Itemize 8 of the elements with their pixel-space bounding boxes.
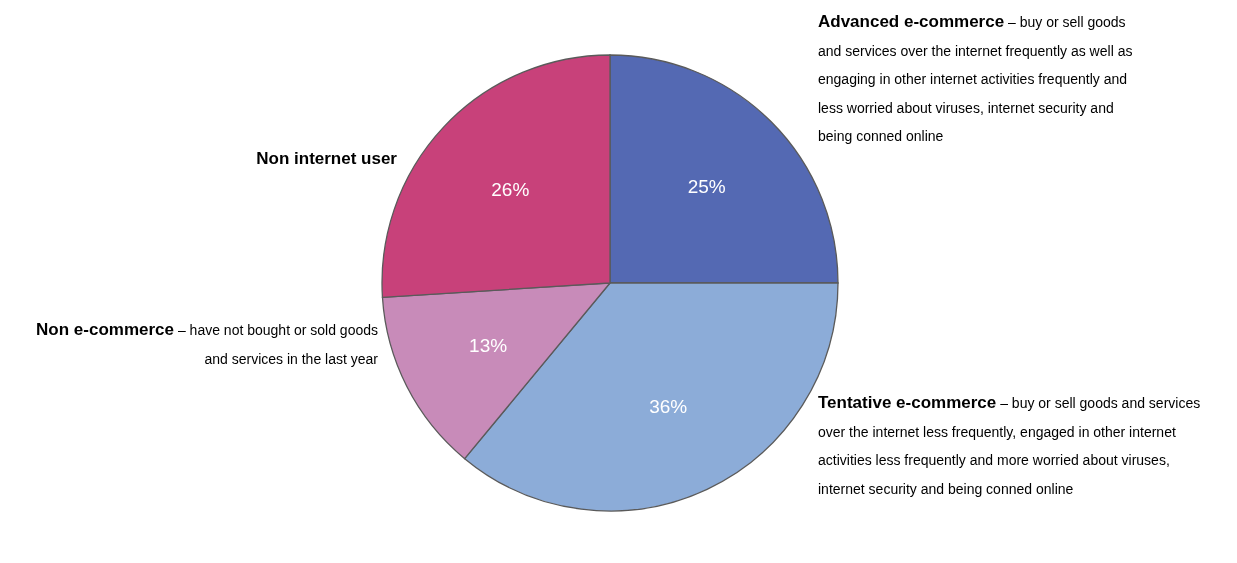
data-label: 13% [469, 334, 508, 356]
data-label: 25% [687, 175, 726, 197]
category-label: Advanced e-commerce – buy or sell goods and services over the internet frequently as well as engaging in other internet activities frequently and less worried about viruses, internet security and being conned online [818, 12, 1133, 144]
slice-label: Non internet user [256, 149, 398, 168]
data-label: 26% [491, 178, 530, 200]
category-label: Tentative e-commerce – buy or sell goods and services over the internet less frequently, engaged in other internet activities less frequently and more worried about viruses, internet security and being conned online [818, 393, 1201, 497]
category-label: Non e-commerce – have not bought or sold goods and services in the last year [36, 320, 378, 367]
data-label: 36% [649, 396, 688, 418]
